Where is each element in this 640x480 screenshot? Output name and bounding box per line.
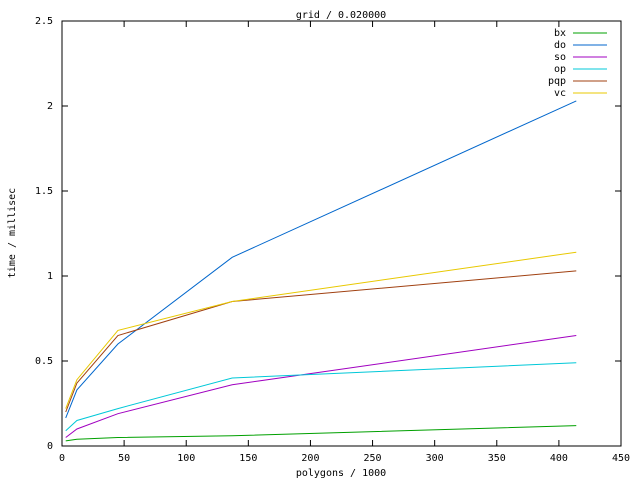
series-line <box>65 362 577 432</box>
x-tick-label: 250 <box>364 453 382 464</box>
y-tick-label: 0 <box>47 441 53 452</box>
x-tick-label: 350 <box>488 453 506 464</box>
y-tick-label: 0.5 <box>35 356 53 367</box>
x-tick-label: 50 <box>118 453 130 464</box>
x-tick-label: 100 <box>177 453 195 464</box>
legend-label: bx <box>554 28 566 39</box>
legend-label: do <box>554 40 566 51</box>
legend-label: vc <box>554 88 566 99</box>
y-tick-label: 1.5 <box>35 186 53 197</box>
chart-title: grid / 0.020000 <box>296 10 386 21</box>
legend-label: pqp <box>548 76 566 87</box>
series-line <box>65 425 577 442</box>
x-tick-label: 450 <box>612 453 630 464</box>
y-axis-label: time / millisec <box>7 188 18 278</box>
legend-label: op <box>554 64 566 75</box>
legend-label: so <box>554 52 566 63</box>
x-tick-label: 0 <box>59 453 65 464</box>
x-tick-label: 200 <box>301 453 319 464</box>
x-axis-label: polygons / 1000 <box>296 468 386 479</box>
y-tick-label: 2.5 <box>35 16 53 27</box>
series-line <box>65 335 577 438</box>
x-tick-label: 300 <box>426 453 444 464</box>
y-tick-label: 2 <box>47 101 53 112</box>
series-line <box>65 251 577 409</box>
plot-frame <box>61 20 622 447</box>
x-tick-label: 150 <box>239 453 257 464</box>
x-tick-label: 400 <box>550 453 568 464</box>
y-tick-label: 1 <box>47 271 53 282</box>
series-line <box>65 100 577 419</box>
series-line <box>65 270 577 413</box>
